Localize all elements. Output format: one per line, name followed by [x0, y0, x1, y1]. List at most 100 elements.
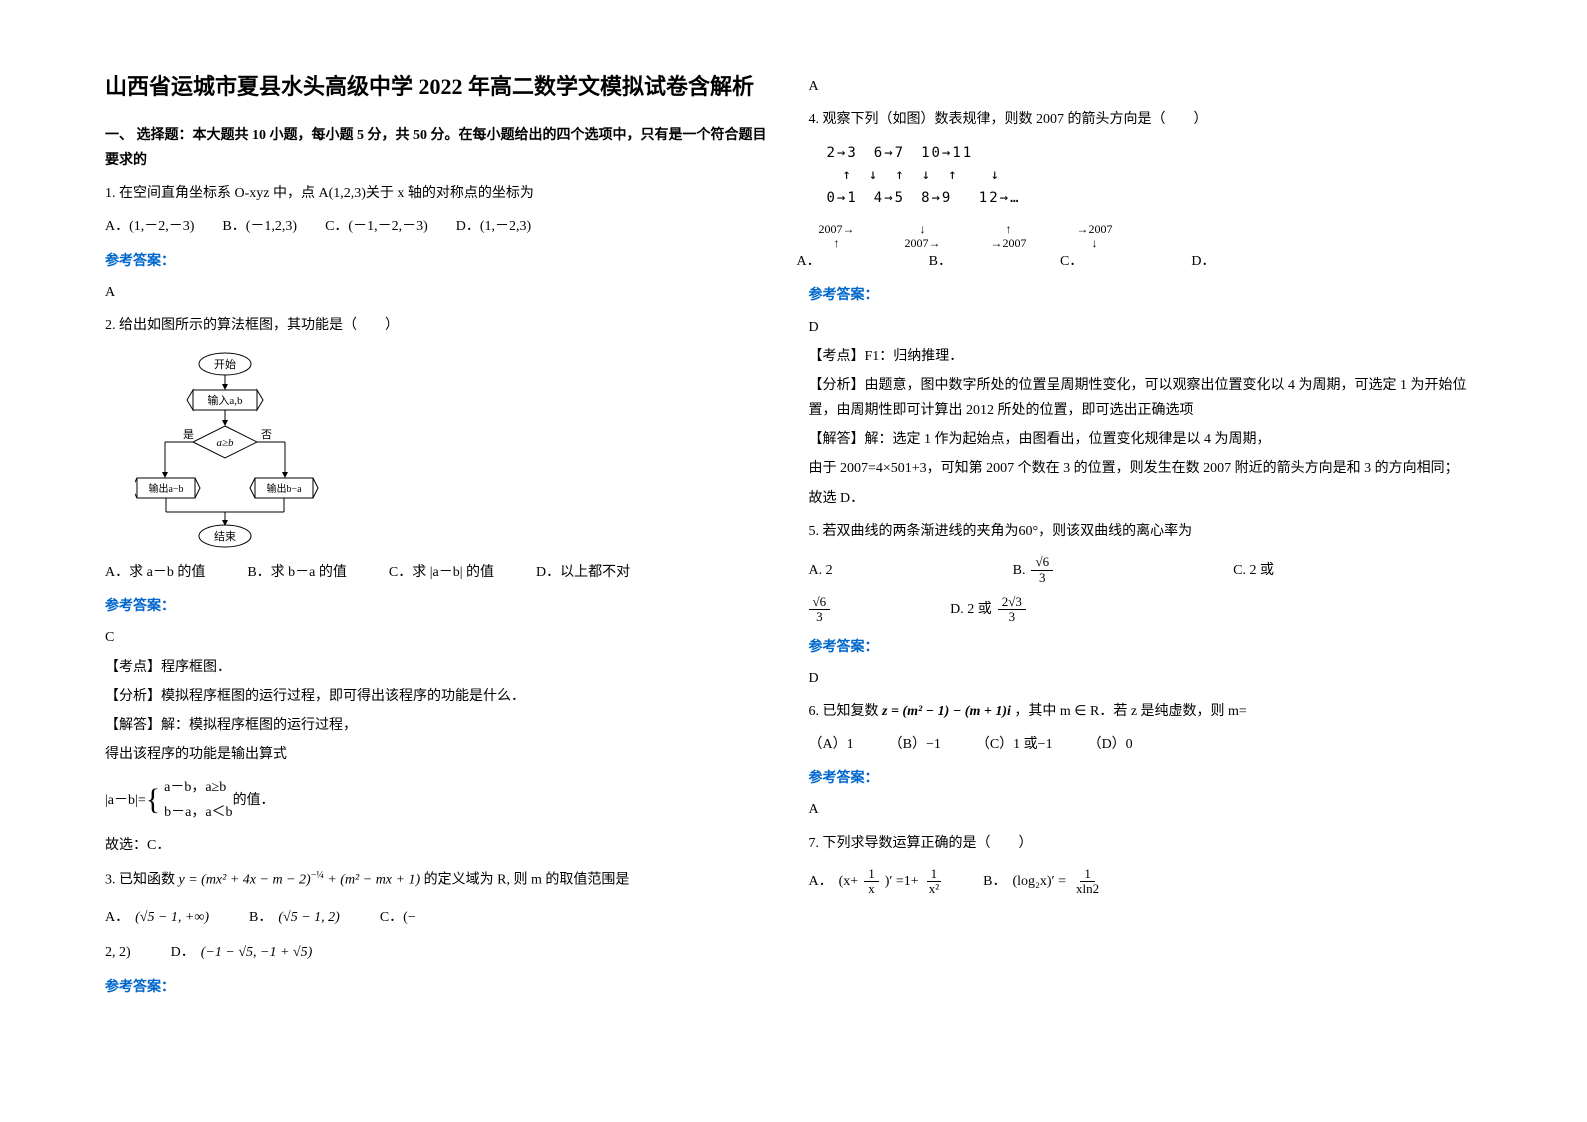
question-1: 1. 在空间直角坐标系 O-xyz 中，点 A(1,2,3)关于 x 轴的对称点…: [105, 181, 779, 240]
q7-fracB: 1xln2: [1072, 867, 1103, 897]
q4-lB: B．: [929, 249, 952, 276]
question-2: 2. 给出如图所示的算法框图，其功能是（ ） 开始 输入a,b a≥b 是 否: [105, 313, 779, 586]
q3-lB: B．: [249, 905, 272, 930]
q1-answer-label: 参考答案：: [105, 249, 779, 274]
q3-lA: A．: [105, 905, 129, 930]
q3-optB: (√5 − 1, 2): [278, 905, 339, 930]
q4-cB1: ↓: [920, 222, 926, 236]
q5-lC: C. 2 或: [1233, 558, 1274, 583]
q4-lD: D．: [1191, 249, 1215, 276]
q4-lA: A．: [797, 249, 821, 276]
q1-answer: A: [105, 280, 779, 305]
q2-solve2: 得出该程序的功能是输出算式: [105, 742, 779, 767]
q1-options: A．(1,－2,－3) B．(－1,2,3) C．(－1,－2,－3) D．(1…: [105, 214, 779, 241]
q4-cD2: ↓: [1092, 236, 1098, 250]
fc-no: 否: [261, 429, 272, 441]
q3-expr: y = (mx² + 4x − m − 2): [179, 873, 311, 888]
q4-cA2: ↑: [834, 236, 840, 250]
q3-optD: (−1 − √5, −1 + √5): [201, 940, 312, 965]
q3-prefix: 3. 已知函数: [105, 873, 175, 888]
q5-fracB: √63: [1031, 555, 1053, 585]
q5-fracC: √63: [809, 595, 831, 625]
q7-text: 7. 下列求导数运算正确的是（ ）: [809, 831, 1483, 858]
question-7: 7. 下列求导数运算正确的是（ ）: [809, 831, 1483, 858]
q5-options-row1: A. 2 B. √63 C. 2 或: [809, 555, 1483, 585]
q6-answer: A: [809, 797, 1483, 822]
q3-lC: C．(−: [380, 905, 416, 930]
q4-cA1: 2007→: [819, 222, 855, 236]
flowchart-svg: 开始 输入a,b a≥b 是 否 输出a−b 输出b: [135, 350, 355, 550]
q3-suffix: 的定义域为 R, 则 m 的取值范围是: [424, 873, 630, 888]
q5-answer: D: [809, 666, 1483, 691]
q3-optA: (√5 − 1, +∞): [135, 905, 209, 930]
q7-options-row: A． (x+ 1x )′ =1+ 1x² B． (log₂x)′ = 1xln2: [809, 867, 1483, 897]
q5-lD: D. 2 或: [950, 597, 992, 622]
q2-point: 【考点】程序框图．: [105, 655, 779, 680]
q7-fracA1: 1x: [864, 867, 879, 897]
page-title: 山西省运城市夏县水头高级中学 2022 年高二数学文模拟试卷含解析: [105, 70, 779, 103]
q6-options: （A）1 （B）−1 （C）1 或−1 （D）0: [809, 732, 1483, 759]
q4-answer-label: 参考答案：: [809, 283, 1483, 308]
section-header-1: 一、 选择题：本大题共 10 小题，每小题 5 分，共 50 分。在每小题给出的…: [105, 123, 779, 173]
fc-start: 开始: [214, 357, 236, 371]
q7-bPre: (log₂x)′ =: [1012, 869, 1066, 894]
q4-diagram: 2→3 6→7 10→11 ↑ ↓ ↑ ↓ ↑ ↓ 0→1 4→5 8→9 12…: [827, 142, 1483, 209]
q2-solve: 【解答】解：模拟程序框图的运行过程，: [105, 713, 779, 738]
q3-options-row1: A．(√5 − 1, +∞) B．(√5 − 1, 2) C．(−: [105, 905, 779, 930]
q3-plus: + (m² − mx + 1): [324, 873, 420, 888]
right-column: A 4. 观察下列（如图）数表规律，则数 2007 的箭头方向是（ ） 2→3 …: [794, 70, 1498, 1052]
fc-input: 输入a,b: [207, 393, 243, 407]
q7-fracA2: 1x²: [925, 867, 943, 897]
q2-answer-label: 参考答案：: [105, 594, 779, 619]
q2-analysis: 【分析】模拟程序框图的运行过程，即可得出该程序的功能是什么．: [105, 684, 779, 709]
q5-options-row2: √63 D. 2 或 2√33: [809, 595, 1483, 625]
q5-text: 5. 若双曲线的两条渐进线的夹角为60°，则该双曲线的离心率为: [809, 519, 1483, 546]
q4-solve2: 由于 2007=4×501+3，可知第 2007 个数在 3 的位置，则发生在数…: [809, 456, 1483, 481]
q4-row3: 0→1 4→5 8→9 12→…: [827, 187, 1483, 209]
q3-lD: D．: [171, 940, 195, 965]
q4-conclude: 故选 D．: [809, 486, 1483, 511]
q2-brace-expr: |a－b|= { a－b，a≥b b－a，a＜b 的值．: [105, 773, 779, 827]
q2-options: A．求 a－b 的值 B．求 b－a 的值 C．求 |a－b| 的值 D．以上都…: [105, 560, 779, 587]
left-column: 山西省运城市夏县水头高级中学 2022 年高二数学文模拟试卷含解析 一、 选择题…: [90, 70, 794, 1052]
q6-expr: z = (m² − 1) − (m + 1)i: [882, 704, 1011, 719]
q3-exp: −¼: [311, 870, 324, 881]
q4-lC: C．: [1060, 249, 1083, 276]
q2-flowchart: 开始 输入a,b a≥b 是 否 输出a−b 输出b: [135, 350, 779, 550]
q7-aMid: )′ =1+: [885, 869, 919, 894]
q4-analysis: 【分析】由题意，图中数字所处的位置呈周期性变化，可以观察出位置变化以 4 为周期…: [809, 373, 1483, 423]
fc-end: 结束: [214, 530, 236, 543]
question-6: 6. 已知复数 z = (m² − 1) − (m + 1)i ，其中 m ∈ …: [809, 699, 1483, 758]
q3-options-row2: 2, 2) D．(−1 − √5, −1 + √5): [105, 940, 779, 965]
q5-lB: B.: [1013, 558, 1026, 583]
q3-answer: A: [809, 74, 1483, 99]
fc-out1: 输出a−b: [148, 482, 183, 495]
q3-line2: 2, 2): [105, 940, 131, 965]
q4-cC1: ↑: [1006, 222, 1012, 236]
q4-text: 4. 观察下列（如图）数表规律，则数 2007 的箭头方向是（ ）: [809, 107, 1483, 134]
q4-choice-arrows: 2007→↑ ↓2007→ ↑→2007 →2007↓: [819, 222, 1113, 251]
q4-point: 【考点】F1：归纳推理．: [809, 344, 1483, 369]
q4-row2: ↑ ↓ ↑ ↓ ↑ ↓: [827, 164, 1483, 186]
q7-lA: A．: [809, 869, 833, 894]
q6-mid: ，其中 m ∈ R．若 z 是纯虚数，则 m=: [1014, 704, 1246, 719]
question-4: 4. 观察下列（如图）数表规律，则数 2007 的箭头方向是（ ） 2→3 6→…: [809, 107, 1483, 275]
q4-cD1: →2007: [1077, 222, 1113, 236]
question-5: 5. 若双曲线的两条渐进线的夹角为60°，则该双曲线的离心率为: [809, 519, 1483, 546]
q7-lB: B．: [983, 869, 1006, 894]
fc-yes: 是: [183, 428, 194, 441]
q6-answer-label: 参考答案：: [809, 766, 1483, 791]
q6-prefix: 6. 已知复数: [809, 704, 879, 719]
q4-row1: 2→3 6→7 10→11: [827, 142, 1483, 164]
brace-icon: {: [146, 773, 160, 827]
question-3: 3. 已知函数 y = (mx² + 4x − m − 2)−¼ + (m² −…: [105, 866, 779, 894]
q2-conclude: 故选：C．: [105, 833, 779, 858]
fc-out2: 输出b−a: [266, 482, 302, 495]
q5-lA: A. 2: [809, 558, 833, 583]
q2-brace2: b－a，a＜b: [164, 800, 232, 825]
q2-brace-lhs: |a－b|=: [105, 788, 146, 813]
q7-aPre: (x+: [839, 869, 859, 894]
q4-answer: D: [809, 315, 1483, 340]
q2-text: 2. 给出如图所示的算法框图，其功能是（ ）: [105, 313, 779, 340]
q5-fracD: 2√33: [998, 595, 1026, 625]
